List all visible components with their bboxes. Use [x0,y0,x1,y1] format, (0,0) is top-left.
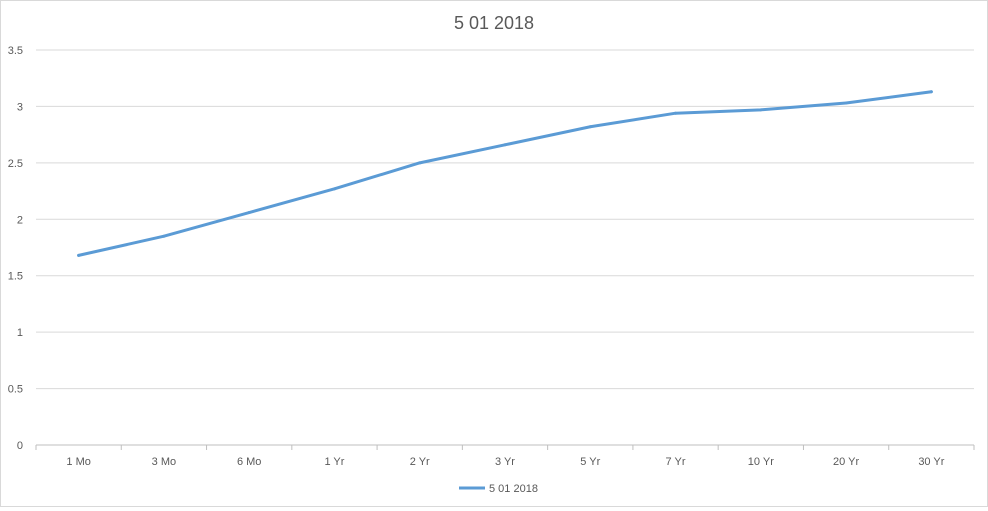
x-tick-label: 1 Mo [66,456,90,468]
data-point [674,111,678,115]
x-tick-label: 6 Mo [237,456,261,468]
data-point [844,101,848,105]
data-point [162,234,166,238]
data-point [929,90,933,94]
data-point [588,125,592,129]
x-tick-label: 3 Yr [495,456,515,468]
x-axis-ticks: 1 Mo 3 Mo 6 Mo 1 Yr 2 Yr 3 Yr 5 Yr 7 Yr 10 Yr 20 … [35,445,975,468]
chart-title: 5 01 2018 [454,13,534,33]
x-tick-label: 20 Yr [833,456,859,468]
gridlines [36,49,974,446]
legend: 5 01 2018 [459,483,538,495]
y-tick-label: 3.5 [8,45,23,57]
x-tick-label: 1 Yr [324,456,344,468]
x-tick-label: 5 Yr [580,456,600,468]
series-line [77,90,933,257]
data-point [247,211,251,215]
x-tick-label: 7 Yr [666,456,686,468]
y-tick-label: 2 [17,214,23,226]
x-tick-label: 30 Yr [918,456,944,468]
data-point [332,187,336,191]
y-tick-label: 2.5 [8,158,23,170]
data-point [503,143,507,147]
data-point [418,161,422,165]
y-tick-label: 0.5 [8,384,23,396]
y-axis-ticks: 0 0.5 1 1.5 2 2.5 3 3.5 [8,45,23,452]
data-point [77,253,81,257]
data-point [759,108,763,112]
x-tick-label: 3 Mo [152,456,176,468]
legend-label: 5 01 2018 [489,483,538,495]
y-tick-label: 0 [17,440,23,452]
series-layer [77,90,933,257]
x-tick-label: 2 Yr [410,456,430,468]
x-tick-label: 10 Yr [748,456,774,468]
y-tick-label: 3 [17,101,23,113]
y-tick-label: 1.5 [8,271,23,283]
y-tick-label: 1 [17,327,23,339]
